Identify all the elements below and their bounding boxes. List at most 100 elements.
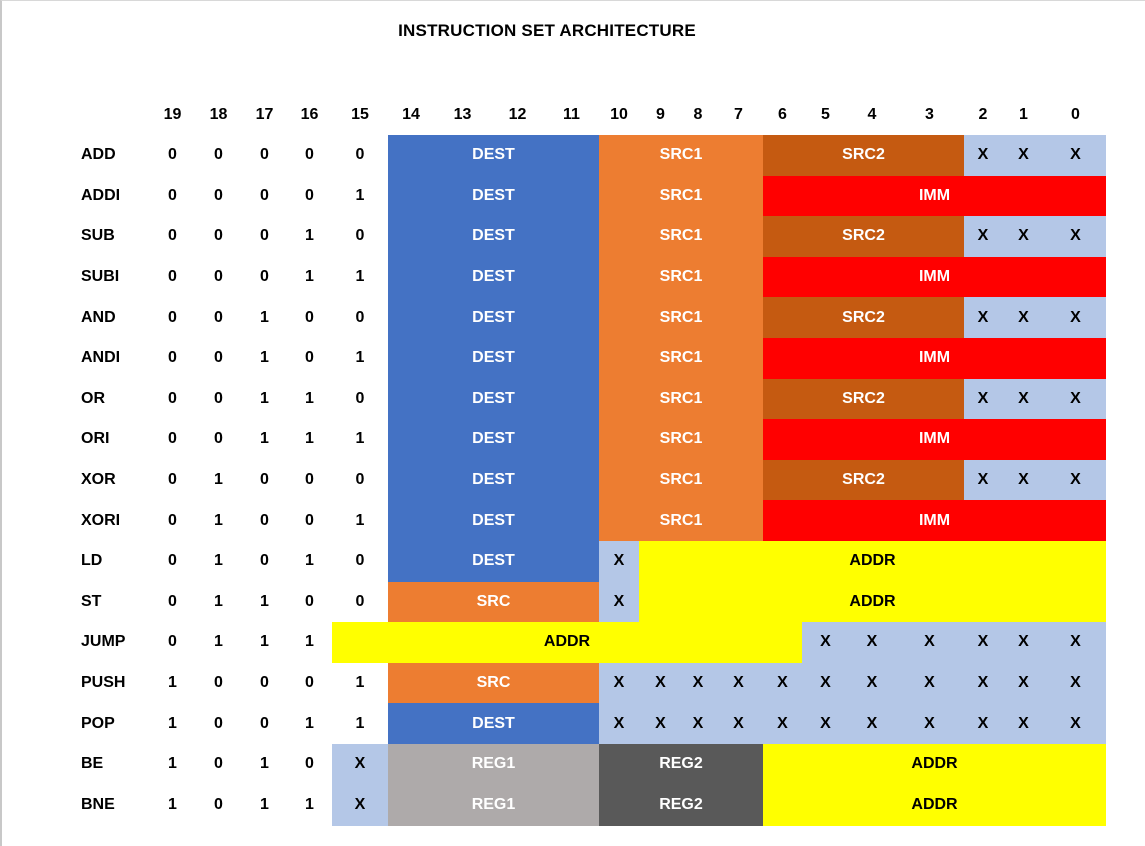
bit-index-10: 10 [610, 106, 628, 123]
field-label-src1: SRC1 [659, 511, 703, 529]
opcode-bit-18: 0 [214, 389, 223, 407]
dont-care-bit-1: X [1018, 389, 1029, 407]
opcode-bit-18: 1 [214, 592, 223, 610]
opcode-bit-18: 0 [214, 674, 223, 692]
dont-care-bit-0: X [1070, 633, 1081, 651]
field-src1-bg [599, 338, 763, 380]
opcode-bit-19: 0 [168, 146, 177, 164]
dont-care-bit-4: X [866, 674, 878, 692]
opcode-name: JUMP [81, 633, 126, 651]
field-dont-care-bg [964, 297, 1106, 339]
opcode-name: POP [81, 714, 115, 732]
opcode-bit-17: 0 [260, 268, 269, 286]
dont-care-bit-2: X [977, 714, 989, 732]
opcode-bit-17: 1 [260, 592, 269, 610]
dont-care-bit-0: X [1070, 308, 1081, 326]
dont-care-bit-1: X [1018, 674, 1029, 692]
field-label-src2: SRC2 [842, 308, 885, 326]
dont-care-bit-0: X [1070, 227, 1081, 245]
bit-index-9: 9 [656, 106, 665, 123]
opcode-bit-18: 0 [214, 227, 223, 245]
field-dest-bg [388, 256, 599, 298]
opcode-bit-16: 0 [305, 186, 314, 204]
field-label-src: SRC [476, 674, 511, 692]
field-label-src: SRC [476, 592, 511, 610]
dont-care-bit-9: X [655, 674, 666, 692]
field-src1-bg [599, 419, 763, 461]
opcode-bit-15: 0 [355, 389, 365, 407]
opcode-name: ADD [81, 146, 116, 164]
field-imm-bg [763, 500, 1106, 542]
opcode-bit-15: 1 [355, 674, 365, 692]
opcode-name: SUB [81, 227, 115, 245]
field-src1-bg [599, 297, 763, 339]
opcode-bit-17: 1 [260, 389, 269, 407]
dont-care-bit-6: X [777, 674, 788, 692]
opcode-bit-19: 0 [168, 633, 177, 651]
field-label-dest: DEST [472, 511, 515, 529]
dont-care-bit-8: X [692, 714, 704, 732]
field-reg1-bg [388, 744, 599, 786]
opcode-bit-18: 0 [214, 430, 223, 448]
bit-index-5: 5 [821, 106, 830, 123]
field-dest-bg [388, 500, 599, 542]
field-dest-bg [388, 297, 599, 339]
opcode-name: ST [81, 592, 102, 610]
field-addr-bg [639, 581, 1106, 623]
field-label-src2: SRC2 [842, 146, 885, 164]
opcode-bit-15: 1 [355, 430, 365, 448]
field-dest-bg [388, 378, 599, 420]
dont-care-bit-2: X [977, 633, 989, 651]
field-label-imm: IMM [918, 349, 951, 367]
field-dest-bg [388, 459, 599, 501]
opcode-bit-16: 1 [305, 430, 314, 448]
opcode-bit-16: 1 [305, 389, 314, 407]
dont-care-bit-6: X [777, 714, 788, 732]
field-src1-bg [599, 500, 763, 542]
bit-index-11: 11 [563, 106, 580, 123]
bit-index-15: 15 [351, 106, 369, 123]
opcode-bit-16: 1 [305, 633, 314, 651]
field-dont-care-bg [964, 216, 1106, 258]
dont-care-bit-10: X [613, 674, 625, 692]
field-src2-bg [763, 297, 964, 339]
field-addr-bg [639, 541, 1106, 583]
dont-care-bit-1: X [1018, 714, 1029, 732]
opcode-bit-19: 0 [168, 268, 177, 286]
bit-index-0: 0 [1071, 106, 1080, 123]
dont-care-bit-1: X [1018, 308, 1029, 326]
field-label-reg1: REG1 [471, 755, 516, 773]
field-dest-bg [388, 541, 599, 583]
dont-care-bit-8: X [692, 674, 704, 692]
field-src-bg [388, 662, 599, 704]
opcode-bit-18: 0 [214, 146, 223, 164]
field-label-dest: DEST [472, 186, 515, 204]
field-addr-bg [763, 744, 1106, 786]
field-dont-care-bg [599, 581, 639, 623]
opcode-bit-18: 1 [214, 552, 223, 570]
opcode-bit-19: 1 [168, 674, 177, 692]
field-label-dest: DEST [472, 349, 515, 367]
bit-index-8: 8 [693, 106, 703, 123]
opcode-bit-16: 0 [305, 755, 314, 773]
field-src1-bg [599, 216, 763, 258]
field-label-reg2: REG2 [659, 795, 703, 813]
dont-care-bit-2: X [977, 146, 989, 164]
field-label-imm: IMM [918, 186, 951, 204]
dont-care-bit-0: X [1070, 674, 1081, 692]
dont-care-bit-10: X [613, 714, 625, 732]
opcode-bit-17: 0 [260, 471, 269, 489]
opcode-bit-17: 0 [260, 227, 269, 245]
opcode-bit-17: 0 [260, 511, 269, 529]
opcode-bit-19: 1 [168, 755, 177, 773]
bit-index-18: 18 [209, 106, 228, 123]
field-dest-bg [388, 419, 599, 461]
field-label-dest: DEST [472, 430, 515, 448]
dont-care-bit-4: X [866, 633, 878, 651]
field-dont-care-bg [964, 459, 1106, 501]
opcode-bit-15: 0 [355, 471, 365, 489]
dont-care-bit-15: X [354, 795, 366, 813]
dont-care-bit-0: X [1070, 714, 1081, 732]
field-label-reg2: REG2 [659, 755, 703, 773]
opcode-bit-15: 1 [355, 511, 365, 529]
